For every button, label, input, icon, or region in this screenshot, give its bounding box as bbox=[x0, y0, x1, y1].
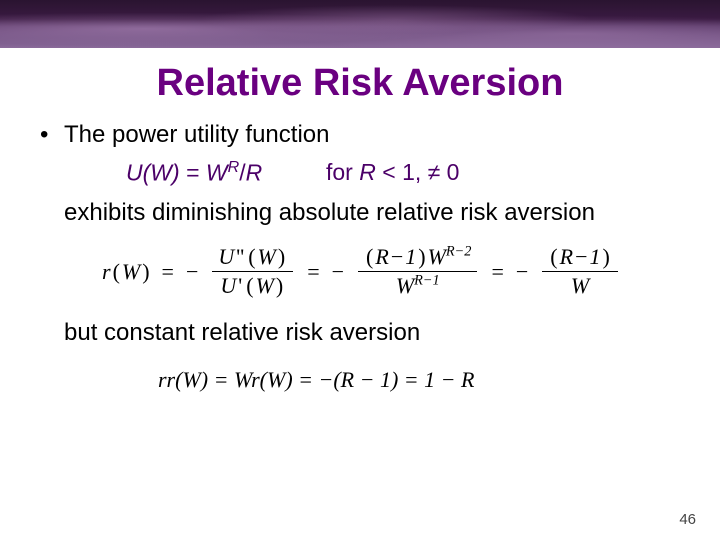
equation-r-of-w: r(W) = − U''(W) U'(W) = − (R−1)WR−2 WR−1… bbox=[102, 243, 682, 299]
bullet-text: The power utility function bbox=[64, 119, 329, 151]
slide-body: • The power utility function U(W) = WR/R… bbox=[0, 119, 720, 396]
decorative-header-bar bbox=[0, 0, 720, 48]
slide-title: Relative Risk Aversion bbox=[0, 62, 720, 105]
equation-rr-of-w: rr(W) = Wr(W) = −(R − 1) = 1 − R bbox=[158, 364, 682, 396]
utility-formula-rhs: for R < 1, ≠ 0 bbox=[326, 157, 459, 189]
continuation-text-2: but constant relative risk aversion bbox=[64, 317, 682, 349]
continuation-text-1: exhibits diminishing absolute relative r… bbox=[64, 197, 682, 229]
bullet-glyph: • bbox=[38, 119, 64, 151]
page-number: 46 bbox=[679, 511, 696, 528]
bullet-line-1: • The power utility function bbox=[38, 119, 682, 151]
utility-formula-lhs: U(W) = WR/R bbox=[126, 157, 326, 189]
utility-formula: U(W) = WR/R for R < 1, ≠ 0 bbox=[126, 157, 682, 189]
